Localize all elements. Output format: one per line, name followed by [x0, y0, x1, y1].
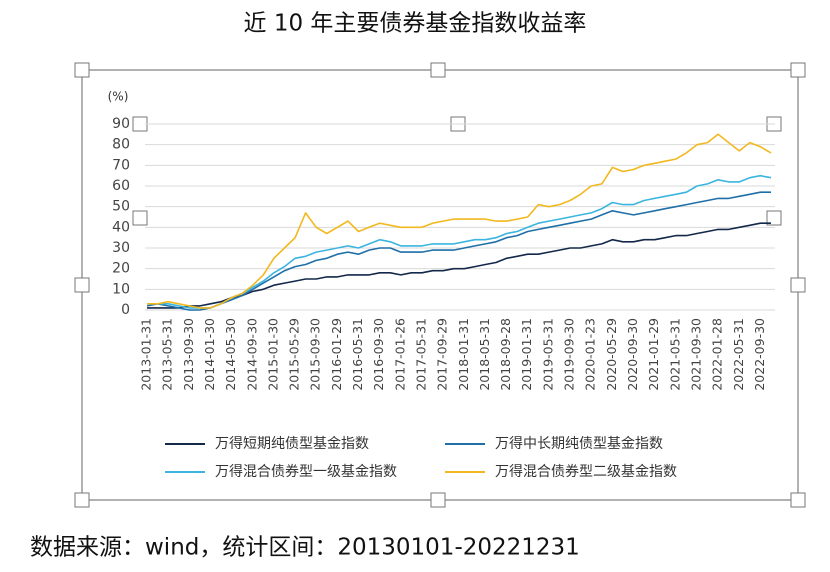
- series-line: [147, 222, 771, 309]
- x-tick-label: 2015-05-29: [287, 318, 302, 391]
- x-tick-label: 2013-09-30: [181, 318, 196, 391]
- x-tick-label: 2017-09-29: [435, 318, 450, 391]
- x-tick-label: 2018-01-31: [456, 318, 471, 391]
- x-tick-label: 2020-05-29: [604, 318, 619, 391]
- x-tick-label: 2013-05-31: [160, 318, 175, 391]
- legend-label: 万得混合债券型一级基金指数: [215, 463, 397, 480]
- x-tick-label: 2014-05-30: [223, 318, 238, 391]
- x-tick-label: 2016-05-31: [350, 318, 365, 391]
- x-tick-label: 2014-01-30: [202, 318, 217, 391]
- legend-label: 万得混合债券型二级基金指数: [495, 463, 677, 480]
- y-tick-label: 0: [121, 302, 130, 318]
- x-tick-label: 2021-01-29: [646, 318, 661, 391]
- x-tick-label: 2019-01-31: [519, 318, 534, 391]
- footer-source: 数据来源：wind，统计区间：20130101-20221231: [30, 535, 580, 561]
- series-line: [147, 133, 772, 309]
- y-tick-label: 60: [112, 178, 130, 194]
- x-tick-label: 2016-01-29: [329, 318, 344, 391]
- x-tick-label: 2021-09-30: [688, 318, 703, 391]
- x-tick-label: 2019-05-31: [540, 318, 555, 391]
- x-tick-label: 2018-05-31: [477, 318, 492, 391]
- selection-frame: [81, 69, 799, 501]
- legend-label: 万得中长期纯债型基金指数: [495, 435, 663, 452]
- x-tick-label: 2015-09-30: [308, 318, 323, 391]
- y-tick-label: 80: [112, 137, 130, 153]
- selection-handles: [74, 62, 806, 508]
- x-tick-label: 2013-01-31: [139, 318, 154, 391]
- x-tick-label: 2021-05-31: [667, 318, 682, 391]
- x-tick-label: 2017-05-31: [413, 318, 428, 391]
- x-tick-label: 2017-01-26: [392, 318, 407, 391]
- series-line: [147, 174, 772, 309]
- x-tick-label: 2014-09-30: [244, 318, 259, 391]
- x-tick-label: 2015-01-30: [265, 318, 280, 391]
- x-tick-label: 2020-09-30: [625, 318, 640, 391]
- x-tick-label: 2019-09-30: [562, 318, 577, 391]
- y-tick-label: 10: [112, 281, 130, 297]
- legend-label: 万得短期纯债型基金指数: [215, 435, 369, 452]
- x-tick-label: 2018-09-28: [498, 318, 513, 391]
- y-tick-label: 50: [112, 199, 130, 215]
- x-tick-label: 2020-01-23: [583, 318, 598, 391]
- y-tick-label: 70: [112, 157, 130, 173]
- y-tick-label: 30: [112, 240, 130, 256]
- y-tick-label: 90: [112, 116, 130, 132]
- chart-title: 近 10 年主要债券基金指数收益率: [244, 11, 587, 37]
- y-tick-label: 20: [112, 261, 130, 277]
- x-tick-label: 2022-09-30: [752, 318, 767, 391]
- x-tick-label: 2022-05-31: [731, 318, 746, 391]
- x-tick-label: 2016-09-30: [371, 318, 386, 391]
- unit-label: (%): [108, 90, 129, 104]
- series-line: [146, 191, 771, 311]
- x-tick-label: 2022-01-28: [710, 318, 725, 391]
- y-tick-label: 40: [112, 219, 130, 235]
